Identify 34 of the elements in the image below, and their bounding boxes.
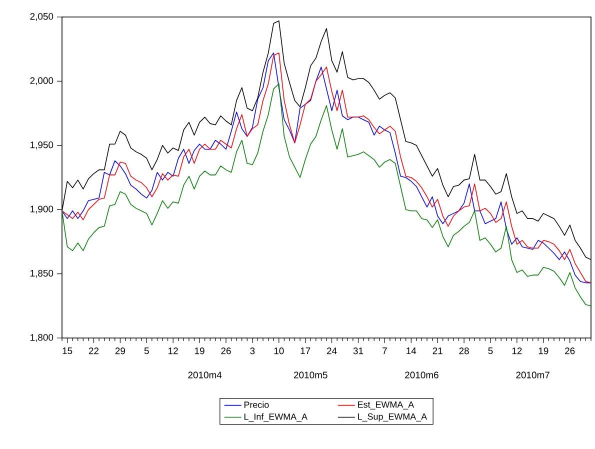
x-tick-label: 29 <box>115 348 125 354</box>
x-tick-label: 5 <box>144 348 149 354</box>
legend-label: L_Sup_EWMA_A <box>358 413 428 422</box>
x-tick-label: 19 <box>538 348 548 354</box>
legend-label: Precio <box>244 401 269 408</box>
x-tick-label: 31 <box>353 348 364 354</box>
x-tick-label: 3 <box>250 348 255 354</box>
text: 2010m7 <box>516 372 550 378</box>
y-tick-label: 1,850 <box>30 270 54 278</box>
text: 2010m6 <box>405 372 438 378</box>
y-tick-label: 1,950 <box>30 141 54 150</box>
x-tick-label: 12 <box>512 348 522 354</box>
y-tick-label: 1,900 <box>30 206 54 214</box>
x-tick-label: 17 <box>300 348 310 354</box>
x-tick-label: 21 <box>432 348 442 354</box>
x-tick-label: 7 <box>382 348 387 354</box>
y-tick-label: 2,000 <box>30 77 54 86</box>
x-tick-label: 22 <box>88 348 99 354</box>
x-tick-label: 24 <box>327 348 337 354</box>
x-tick-label: 15 <box>62 348 72 354</box>
text: 2010m5 <box>294 372 328 378</box>
x-tick-label: 14 <box>406 348 416 354</box>
x-tick-label: 5 <box>488 348 493 354</box>
text: 2010m4 <box>188 372 222 378</box>
x-tick-label: 12 <box>168 348 178 354</box>
legend-label: L_Inf_EWMA_A <box>244 413 308 422</box>
x-tick-label: 26 <box>565 348 575 354</box>
x-tick-label: 19 <box>194 348 204 354</box>
y-tick-label: 1,800 <box>30 334 54 342</box>
x-tick-label: 28 <box>459 348 469 354</box>
x-tick-label: 26 <box>221 348 231 354</box>
y-tick-label: 2,050 <box>30 13 54 21</box>
x-tick-label: 10 <box>274 348 284 354</box>
legend-label: Est_EWMA_A <box>358 401 414 410</box>
